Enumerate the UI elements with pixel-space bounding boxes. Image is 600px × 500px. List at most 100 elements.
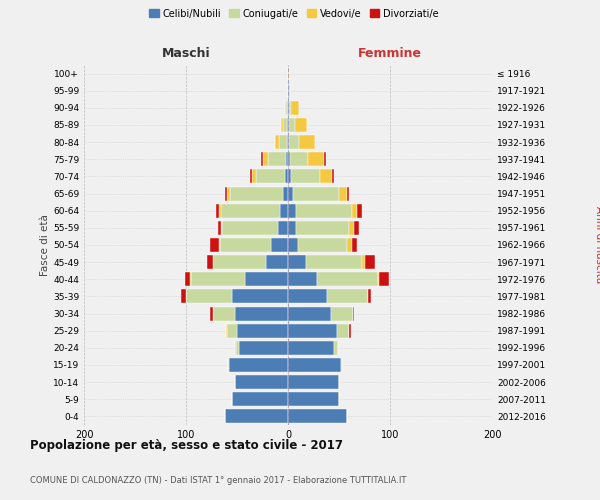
Bar	[222, 221, 278, 235]
Bar	[296, 204, 352, 218]
Bar	[290, 152, 308, 166]
Bar	[299, 135, 314, 149]
Bar	[288, 341, 334, 355]
Bar	[339, 186, 347, 200]
Bar	[256, 170, 285, 183]
Bar	[268, 152, 286, 166]
Bar	[362, 255, 365, 269]
Bar	[355, 221, 359, 235]
Bar	[288, 324, 337, 338]
Bar	[288, 290, 327, 304]
Bar	[288, 306, 331, 320]
Bar	[185, 272, 190, 286]
Bar	[288, 152, 290, 166]
Bar	[288, 221, 296, 235]
Text: Femmine: Femmine	[358, 47, 422, 60]
Bar	[212, 255, 266, 269]
Bar	[289, 135, 299, 149]
Bar	[275, 135, 279, 149]
Bar	[228, 358, 229, 372]
Y-axis label: Fasce di età: Fasce di età	[40, 214, 50, 276]
Bar	[220, 238, 271, 252]
Bar	[288, 66, 289, 80]
Bar	[353, 306, 355, 320]
Bar	[225, 410, 288, 424]
Bar	[266, 255, 288, 269]
Bar	[208, 255, 212, 269]
Bar	[283, 186, 288, 200]
Bar	[288, 272, 317, 286]
Bar	[288, 204, 296, 218]
Bar	[221, 221, 222, 235]
Bar	[331, 306, 353, 320]
Bar	[288, 101, 289, 115]
Bar	[295, 118, 307, 132]
Bar	[289, 101, 291, 115]
Bar	[227, 324, 237, 338]
Bar	[288, 186, 293, 200]
Bar	[271, 238, 288, 252]
Bar	[288, 255, 307, 269]
Bar	[279, 135, 287, 149]
Bar	[349, 324, 351, 338]
Bar	[289, 84, 290, 98]
Bar	[229, 358, 288, 372]
Bar	[191, 272, 245, 286]
Bar	[286, 152, 288, 166]
Bar	[334, 341, 338, 355]
Bar	[349, 221, 355, 235]
Bar	[211, 238, 218, 252]
Bar	[245, 272, 288, 286]
Bar	[218, 221, 221, 235]
Bar	[232, 290, 288, 304]
Bar	[212, 306, 235, 320]
Bar	[283, 118, 287, 132]
Bar	[288, 410, 347, 424]
Bar	[291, 101, 299, 115]
Bar	[287, 135, 288, 149]
Bar	[378, 272, 379, 286]
Bar	[250, 170, 253, 183]
Bar	[327, 290, 368, 304]
Bar	[365, 255, 375, 269]
Bar	[239, 341, 288, 355]
Bar	[288, 238, 298, 252]
Bar	[263, 152, 268, 166]
Bar	[235, 306, 288, 320]
Bar	[253, 170, 256, 183]
Bar	[211, 306, 212, 320]
Bar	[280, 204, 288, 218]
Bar	[288, 375, 339, 389]
Bar	[308, 152, 324, 166]
Bar	[227, 186, 230, 200]
Bar	[293, 186, 339, 200]
Bar	[332, 170, 334, 183]
Bar	[230, 186, 283, 200]
Bar	[285, 170, 288, 183]
Bar	[287, 118, 288, 132]
Text: Popolazione per età, sesso e stato civile - 2017: Popolazione per età, sesso e stato civil…	[30, 440, 343, 452]
Bar	[358, 204, 362, 218]
Bar	[288, 135, 289, 149]
Bar	[285, 101, 286, 115]
Bar	[218, 238, 220, 252]
Bar	[288, 392, 339, 406]
Bar	[291, 170, 320, 183]
Bar	[186, 290, 232, 304]
Bar	[221, 204, 280, 218]
Bar	[288, 358, 341, 372]
Bar	[352, 238, 358, 252]
Bar	[288, 84, 289, 98]
Bar	[288, 170, 291, 183]
Bar	[307, 255, 362, 269]
Bar	[298, 238, 347, 252]
Bar	[347, 238, 352, 252]
Y-axis label: Anni di nascita: Anni di nascita	[595, 206, 600, 284]
Bar	[341, 358, 342, 372]
Bar	[379, 272, 389, 286]
Bar	[317, 272, 378, 286]
Bar	[232, 392, 288, 406]
Bar	[289, 118, 295, 132]
Bar	[352, 204, 358, 218]
Bar	[368, 290, 371, 304]
